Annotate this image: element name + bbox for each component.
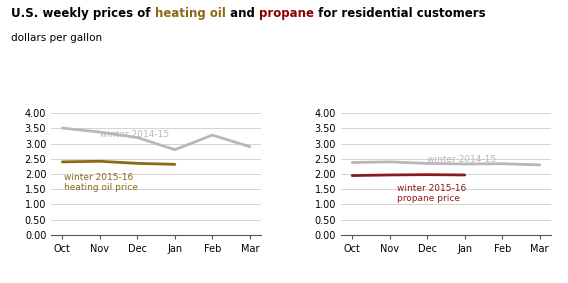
Text: heating oil: heating oil xyxy=(155,7,226,20)
Text: for residential customers: for residential customers xyxy=(314,7,486,20)
Text: U.S. weekly prices of: U.S. weekly prices of xyxy=(11,7,155,20)
Text: dollars per gallon: dollars per gallon xyxy=(11,33,102,42)
Text: winter 2015-16
heating oil price: winter 2015-16 heating oil price xyxy=(64,173,138,192)
Text: winter 2014-15: winter 2014-15 xyxy=(100,130,169,139)
Text: winter 2014-15: winter 2014-15 xyxy=(427,155,496,164)
Text: propane: propane xyxy=(259,7,314,20)
Text: and: and xyxy=(226,7,259,20)
Text: winter 2015-16
propane price: winter 2015-16 propane price xyxy=(397,184,466,203)
